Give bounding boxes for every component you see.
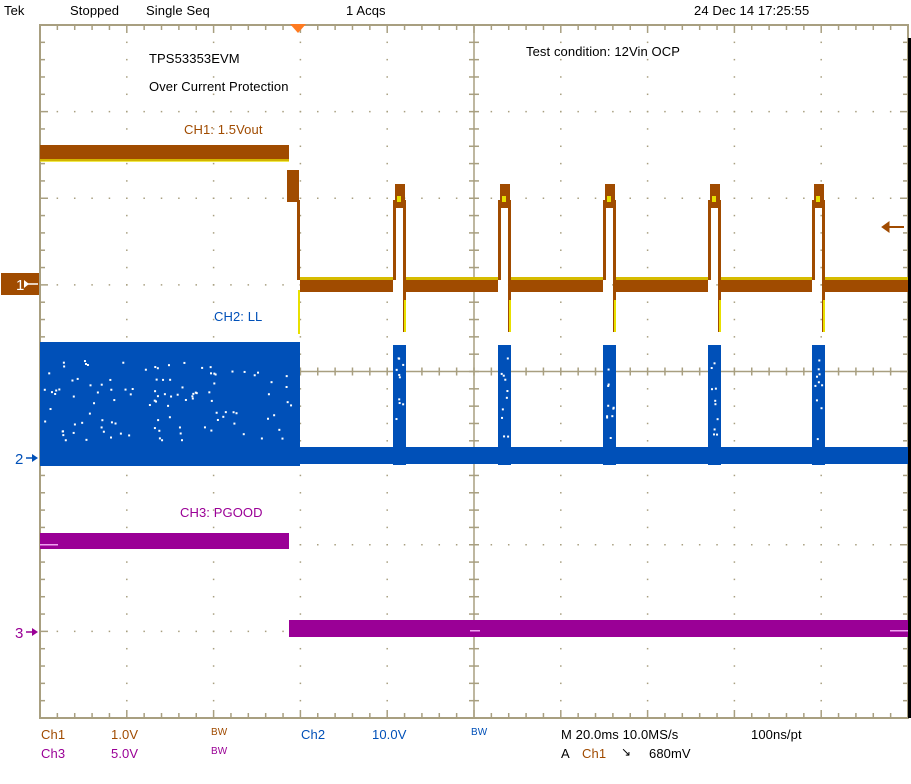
ch1-bandwidth: BW	[211, 727, 228, 738]
ch1-marker[interactable]: 1	[1, 273, 39, 295]
test-name-annotation: Over Current Protection	[149, 79, 289, 94]
ch3-name[interactable]: Ch3	[41, 746, 66, 761]
ch2-bandwidth: BW	[471, 727, 488, 738]
record-resolution: 100ns/pt	[751, 727, 802, 742]
trigger-source[interactable]: Ch1	[582, 746, 607, 761]
svg-text:2: 2	[15, 451, 23, 468]
ch3-bandwidth: BW	[211, 746, 228, 757]
ch3-marker[interactable]: 3	[15, 625, 38, 642]
ch2-marker[interactable]: 2	[15, 451, 38, 468]
ch2-label: CH2: LL	[214, 309, 263, 324]
trigger-level-icon	[881, 221, 904, 233]
trigger-level[interactable]: 680mV	[649, 746, 691, 761]
acquisition-count: 1 Acqs	[346, 3, 386, 18]
ch2-scale[interactable]: 10.0V	[372, 727, 407, 742]
trigger-position-icon	[290, 24, 306, 33]
brand-label: Tek	[4, 3, 25, 18]
ch1-marker-label: 1	[16, 277, 24, 294]
ch2-name[interactable]: Ch2	[301, 727, 326, 742]
acquisition-mode: Single Seq	[146, 3, 210, 18]
timebase-setting[interactable]: M 20.0ms 10.0MS/s	[561, 727, 679, 742]
trigger-prefix: A	[561, 746, 570, 761]
ch3-scale[interactable]: 5.0V	[111, 746, 139, 761]
test-condition-annotation: Test condition: 12Vin OCP	[526, 44, 681, 59]
datetime-label: 24 Dec 14 17:25:55	[694, 3, 810, 18]
svg-text:3: 3	[15, 625, 23, 642]
ch3-waveform	[40, 533, 908, 637]
trigger-slope-icon: ↘	[621, 745, 632, 759]
screen-edge	[908, 38, 911, 718]
ch1-name[interactable]: Ch1	[41, 727, 66, 742]
acquisition-status: Stopped	[70, 3, 120, 18]
ch1-label: CH1: 1.5Vout	[184, 122, 263, 137]
ch1-scale[interactable]: 1.0V	[111, 727, 139, 742]
ch1-waveform	[40, 145, 908, 334]
ch2-waveform	[40, 342, 908, 466]
device-annotation: TPS53353EVM	[149, 51, 240, 66]
ch3-label: CH3: PGOOD	[180, 505, 263, 520]
